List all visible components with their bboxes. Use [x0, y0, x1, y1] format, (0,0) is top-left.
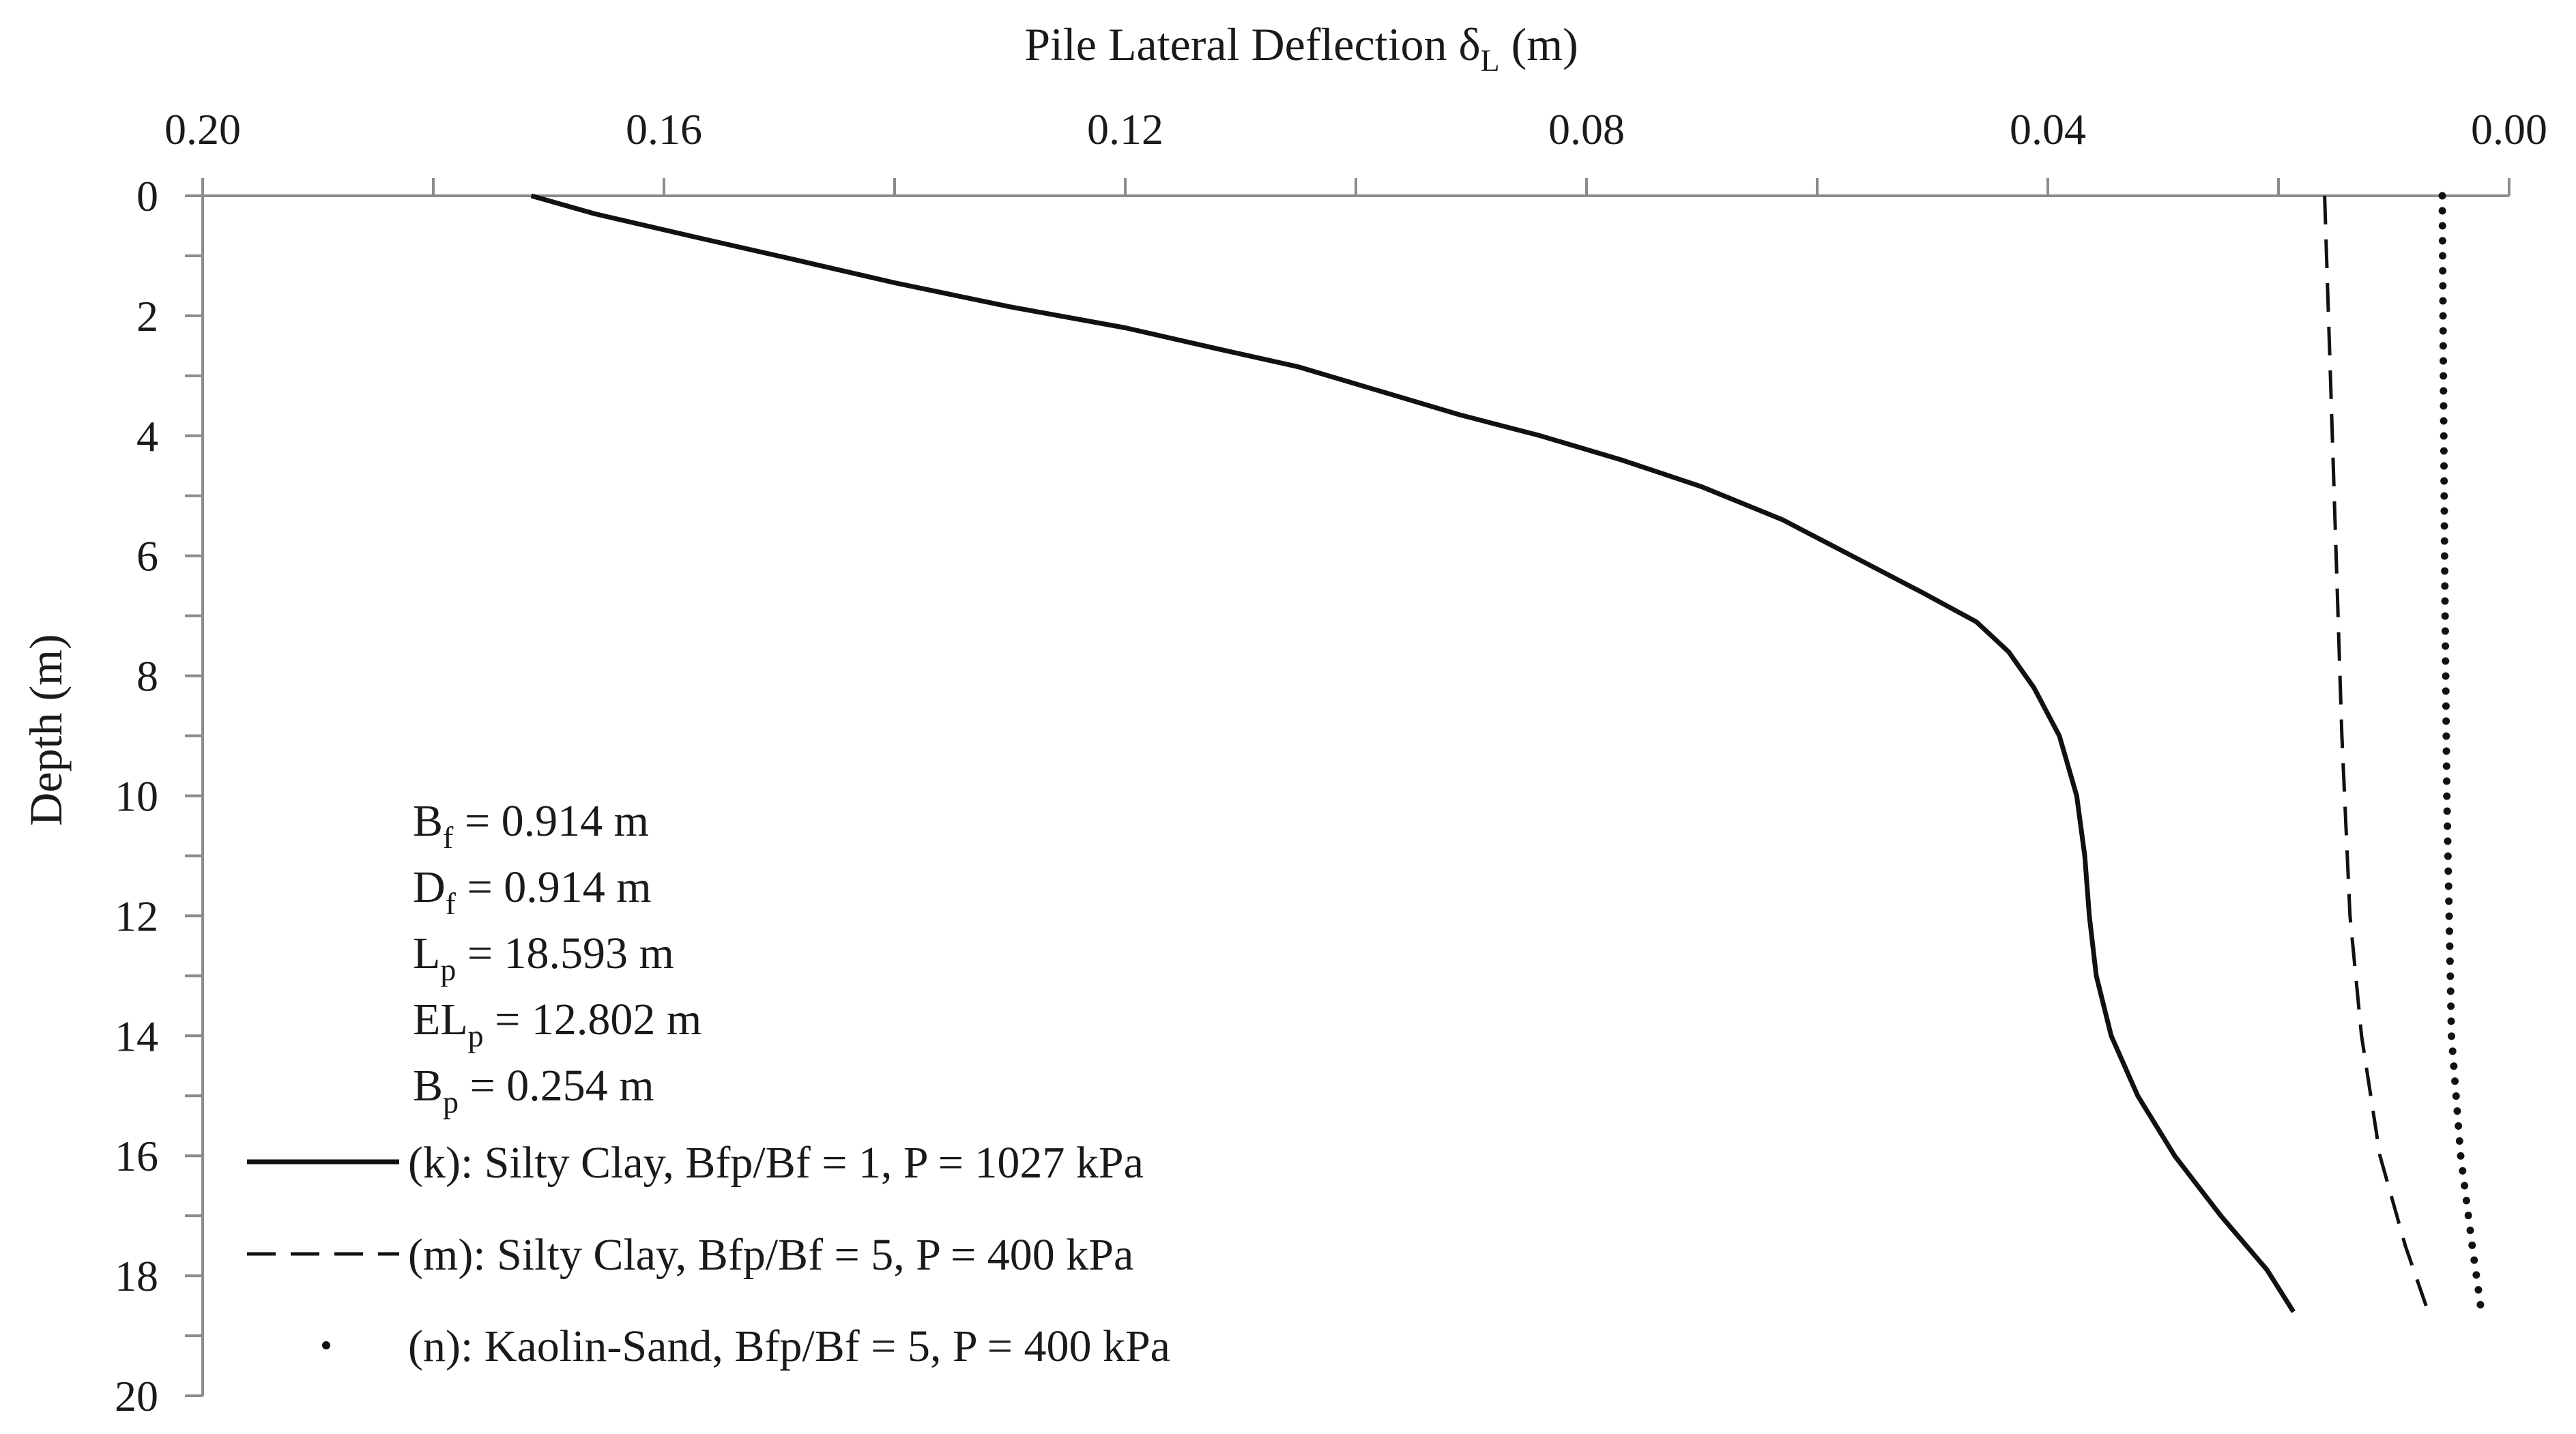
x-axis-title-unit: (m): [1500, 18, 1578, 70]
param-df-subscript: f: [446, 886, 457, 921]
y-tick-label: 4: [136, 412, 158, 460]
param-elp-value: = 12.802 m: [484, 995, 702, 1044]
y-tick-label: 20: [115, 1372, 158, 1420]
param-bf-main: B: [413, 796, 443, 846]
param-bf: Bf = 0.914 m: [413, 796, 649, 855]
y-tick-label: 16: [115, 1132, 158, 1180]
param-bp-value: = 0.254 m: [459, 1061, 654, 1111]
param-bf-value: = 0.914 m: [453, 796, 649, 846]
y-axis-title: Depth (m): [20, 634, 72, 825]
legend-label-m: (m): Silty Clay, Bfp/Bf = 5, P = 400 kPa: [408, 1230, 1133, 1280]
param-bp: Bp = 0.254 m: [413, 1061, 654, 1120]
param-elp-main: EL: [413, 995, 468, 1044]
y-tick-label: 12: [115, 892, 158, 940]
y-tick-label: 0: [136, 172, 158, 220]
parameter-block: Bf = 0.914 m Df = 0.914 m Lp = 18.593 m …: [413, 796, 701, 1120]
param-df: Df = 0.914 m: [413, 862, 652, 921]
param-lp-subscript: p: [440, 952, 456, 987]
x-tick-label: 0.16: [626, 105, 702, 153]
x-axis-title-main: Pile Lateral Deflection δ: [1024, 18, 1480, 70]
param-elp-subscript: p: [468, 1019, 484, 1053]
y-axis-ticks: 0 2 4 6 8 10 12 14 16 18 20: [115, 172, 203, 1420]
x-tick-label: 0.12: [1087, 105, 1163, 153]
x-tick-label: 0.08: [1548, 105, 1625, 153]
param-bf-subscript: f: [443, 820, 454, 855]
param-bp-subscript: p: [443, 1085, 459, 1120]
param-bp-main: B: [413, 1061, 443, 1111]
y-tick-label: 18: [115, 1252, 158, 1300]
x-axis-title-subscript: L: [1481, 43, 1500, 78]
param-elp: ELp = 12.802 m: [413, 995, 701, 1053]
x-tick-label: 0.20: [164, 105, 241, 153]
param-lp-main: L: [413, 928, 440, 978]
x-tick-label: 0.04: [2010, 105, 2086, 153]
param-df-value: = 0.914 m: [456, 862, 652, 912]
series-layer: [530, 192, 2485, 1316]
y-tick-label: 14: [115, 1012, 158, 1060]
legend: (k): Silty Clay, Bfp/Bf = 1, P = 1027 kP…: [247, 1138, 1170, 1371]
param-lp: Lp = 18.593 m: [413, 928, 674, 987]
x-axis-title: Pile Lateral Deflection δL (m): [1024, 18, 1578, 78]
y-tick-label: 8: [136, 652, 158, 701]
x-tick-label: 0.00: [2471, 105, 2547, 153]
y-tick-label: 6: [136, 532, 158, 581]
series-line-n: [2438, 192, 2485, 1316]
legend-label-k: (k): Silty Clay, Bfp/Bf = 1, P = 1027 kP…: [408, 1138, 1144, 1188]
series-line-k: [530, 193, 2296, 1313]
param-df-main: D: [413, 862, 446, 912]
y-tick-label: 2: [136, 292, 158, 340]
series-line-m: [2323, 195, 2428, 1306]
legend-swatch-n: [322, 1341, 330, 1349]
legend-label-n: (n): Kaolin-Sand, Bfp/Bf = 5, P = 400 kP…: [408, 1321, 1170, 1371]
y-tick-label: 10: [115, 772, 158, 821]
param-lp-value: = 18.593 m: [456, 928, 674, 978]
x-axis-ticks: 0.20 0.16 0.12 0.08 0.04 0.00: [164, 105, 2547, 196]
